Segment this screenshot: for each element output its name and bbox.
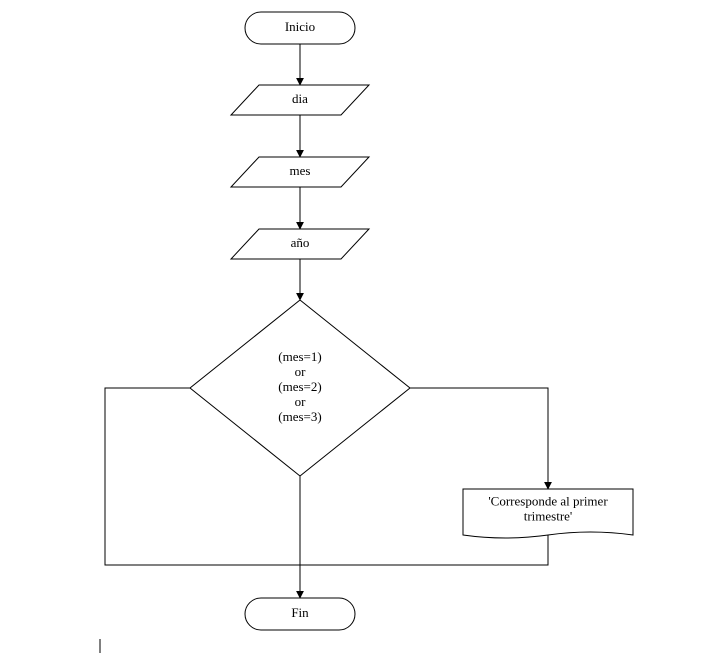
edge	[300, 535, 548, 565]
node-label-ano: año	[291, 235, 310, 250]
node-label-decision: (mes=1)or(mes=2)or(mes=3)	[278, 349, 321, 424]
edge	[410, 388, 548, 489]
node-label-mes: mes	[290, 163, 311, 178]
node-label-dia: dia	[292, 91, 308, 106]
node-label-inicio: Inicio	[285, 19, 315, 34]
flowchart-canvas: Inicio dia mes año (mes=1)or(mes=2)or(mes=3)…	[0, 0, 702, 654]
node-label-fin: Fin	[291, 605, 309, 620]
